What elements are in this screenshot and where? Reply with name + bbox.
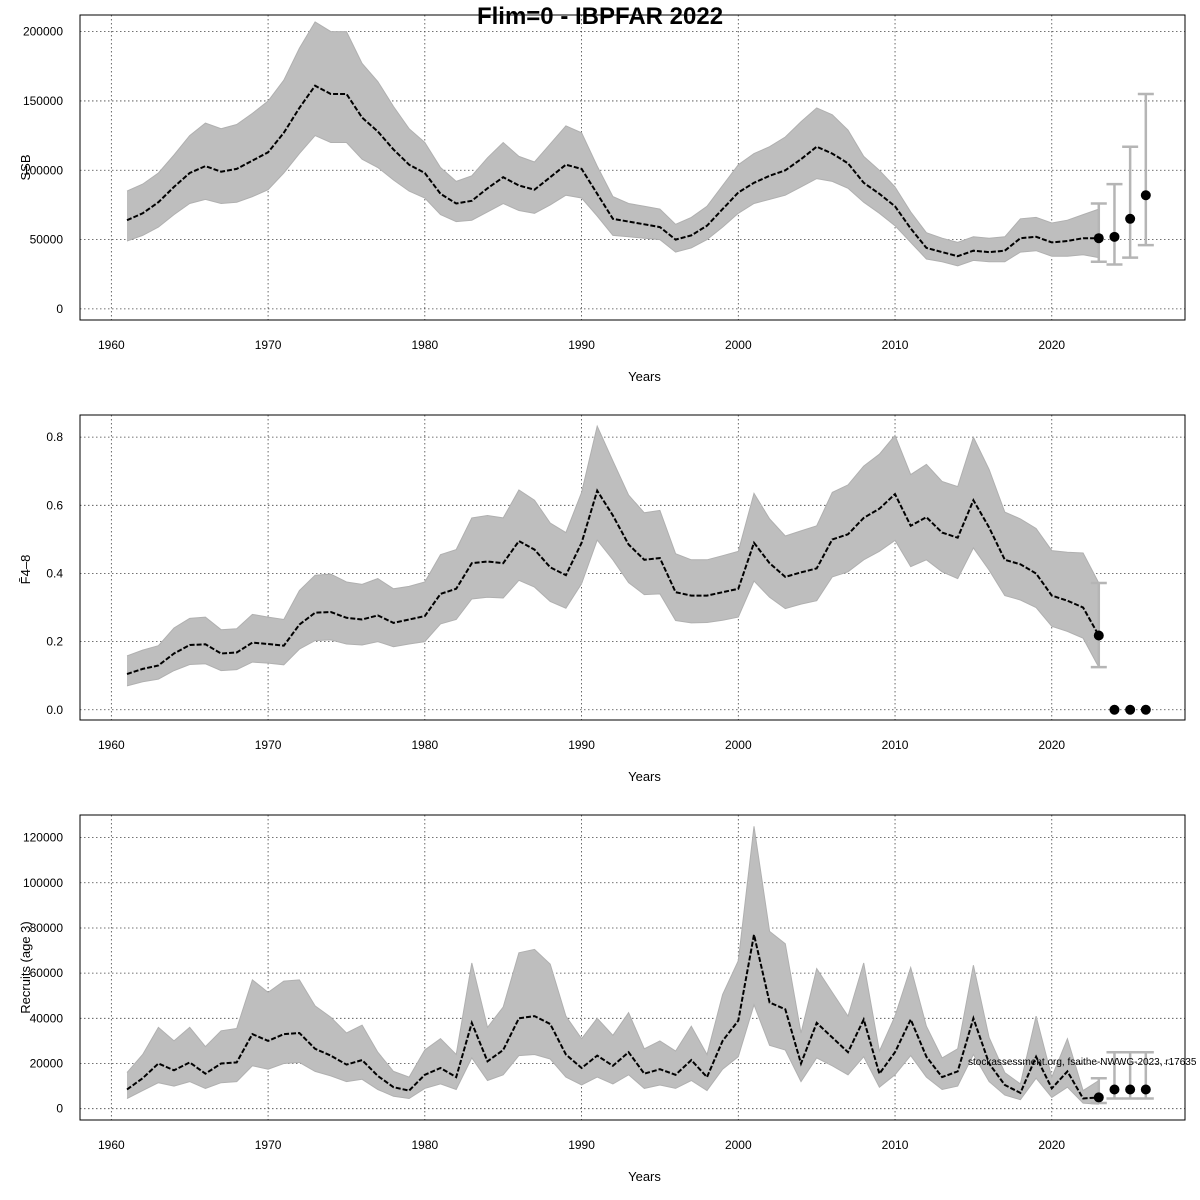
recruits-y-tick-label: 120000	[23, 831, 63, 845]
recruits-y-tick-label: 40000	[30, 1011, 64, 1025]
f-y-tick-label: 0.4	[46, 566, 63, 580]
f-x-tick-label: 1970	[255, 738, 282, 752]
f-x-tick-label: 2020	[1038, 738, 1065, 752]
f-y-tick-label: 0.2	[46, 635, 63, 649]
ssb-forecast-point	[1109, 231, 1120, 242]
ssb-y-tick-label: 150000	[23, 94, 63, 108]
recruits-estimate-line	[126, 934, 1099, 1100]
ssb-y-tick-label: 0	[56, 302, 63, 316]
f-forecast-point	[1093, 630, 1104, 641]
recruits-x-tick-label: 2020	[1038, 1138, 1065, 1152]
ssb-x-tick-label: 1990	[568, 338, 595, 352]
ssb-y-axis-label: SSB	[18, 154, 33, 180]
f-plot-frame	[79, 414, 1186, 721]
recruits-plot-frame	[79, 814, 1186, 1121]
f-x-tick-label: 1980	[411, 738, 438, 752]
f-y-tick-label: 0.0	[46, 703, 63, 717]
f-y-axis-label: F̄4–8	[18, 555, 33, 585]
f-x-tick-label: 2000	[725, 738, 752, 752]
f-y-tick-label: 0.8	[46, 430, 63, 444]
recruits-upper-bound-line	[126, 826, 1100, 1092]
ssb-x-tick-label: 1970	[255, 338, 282, 352]
ssb-plot-frame	[79, 14, 1186, 321]
recruits-forecast-point	[1140, 1084, 1151, 1095]
ssb-x-axis-label: Years	[628, 369, 661, 384]
recruits-x-tick-label: 2000	[725, 1138, 752, 1152]
credit-text: stockassessment.org, fsaithe-NWWG-2023, …	[968, 1057, 1197, 1068]
chart-title: Flim=0 - IBPFAR 2022	[477, 3, 723, 30]
f-lower-bound-line	[126, 539, 1100, 687]
recruits-x-tick-label: 1960	[98, 1138, 125, 1152]
recruits-y-tick-label: 60000	[30, 966, 64, 980]
recruits-x-tick-label: 1980	[411, 1138, 438, 1152]
f-upper-bound-line	[126, 424, 1100, 657]
f-forecast-point	[1140, 704, 1151, 715]
f-x-tick-label: 2010	[882, 738, 909, 752]
f-y-tick-label: 0.6	[46, 498, 63, 512]
ssb-y-tick-label: 200000	[23, 25, 63, 39]
f-forecast-point	[1125, 704, 1136, 715]
recruits-x-tick-label: 1970	[255, 1138, 282, 1152]
recruits-forecast-point	[1093, 1092, 1104, 1103]
ssb-lower-bound-line	[126, 134, 1099, 267]
recruits-forecast-point	[1125, 1084, 1136, 1095]
f-x-tick-label: 1960	[98, 738, 125, 752]
recruits-x-tick-label: 1990	[568, 1138, 595, 1152]
recruits-y-tick-label: 0	[56, 1102, 63, 1116]
ssb-upper-bound-line	[126, 21, 1099, 243]
ssb-x-tick-label: 1980	[411, 338, 438, 352]
ssb-panel: 1960 1970 1980 1990 2000 2010 2020 0 50000 100000…	[18, 14, 1186, 384]
ssb-forecast-point	[1093, 233, 1104, 244]
recruits-confidence-band	[127, 826, 1099, 1105]
recruits-x-tick-label: 2010	[882, 1138, 909, 1152]
f-estimate-line	[126, 488, 1100, 675]
ssb-x-tick-label: 1960	[98, 338, 125, 352]
f-x-axis-label: Years	[628, 769, 661, 784]
ssb-x-tick-label: 2020	[1038, 338, 1065, 352]
f-confidence-band	[127, 426, 1099, 686]
ssb-forecast-point	[1125, 213, 1136, 224]
f-forecast-point	[1109, 704, 1120, 715]
f-x-tick-label: 1990	[568, 738, 595, 752]
ssb-x-tick-label: 2010	[882, 338, 909, 352]
recruits-y-tick-label: 100000	[23, 876, 63, 890]
fishing-mortality-panel: 1960 1970 1980 1990 2000 2010 2020 0.0 0.2 0.4 0.6…	[18, 414, 1186, 784]
ssb-estimate-line	[126, 84, 1099, 258]
recruits-x-axis-label: Years	[628, 1169, 661, 1184]
ssb-y-tick-label: 50000	[30, 233, 64, 247]
ssb-x-tick-label: 2000	[725, 338, 752, 352]
recruits-forecast-point	[1109, 1084, 1120, 1095]
ssb-confidence-band	[127, 21, 1099, 266]
recruits-y-axis-label: Recruits (age 3)	[18, 921, 33, 1013]
recruits-lower-bound-line	[126, 1003, 1099, 1105]
recruits-y-tick-label: 20000	[30, 1057, 64, 1071]
ssb-y-tick-label: 100000	[23, 163, 63, 177]
recruits-y-tick-label: 80000	[30, 921, 64, 935]
ssb-forecast-point	[1140, 190, 1151, 201]
recruitment-panel: 1960 1970 1980 1990 2000 2010 2020 0 20000 40000 6…	[18, 814, 1186, 1184]
